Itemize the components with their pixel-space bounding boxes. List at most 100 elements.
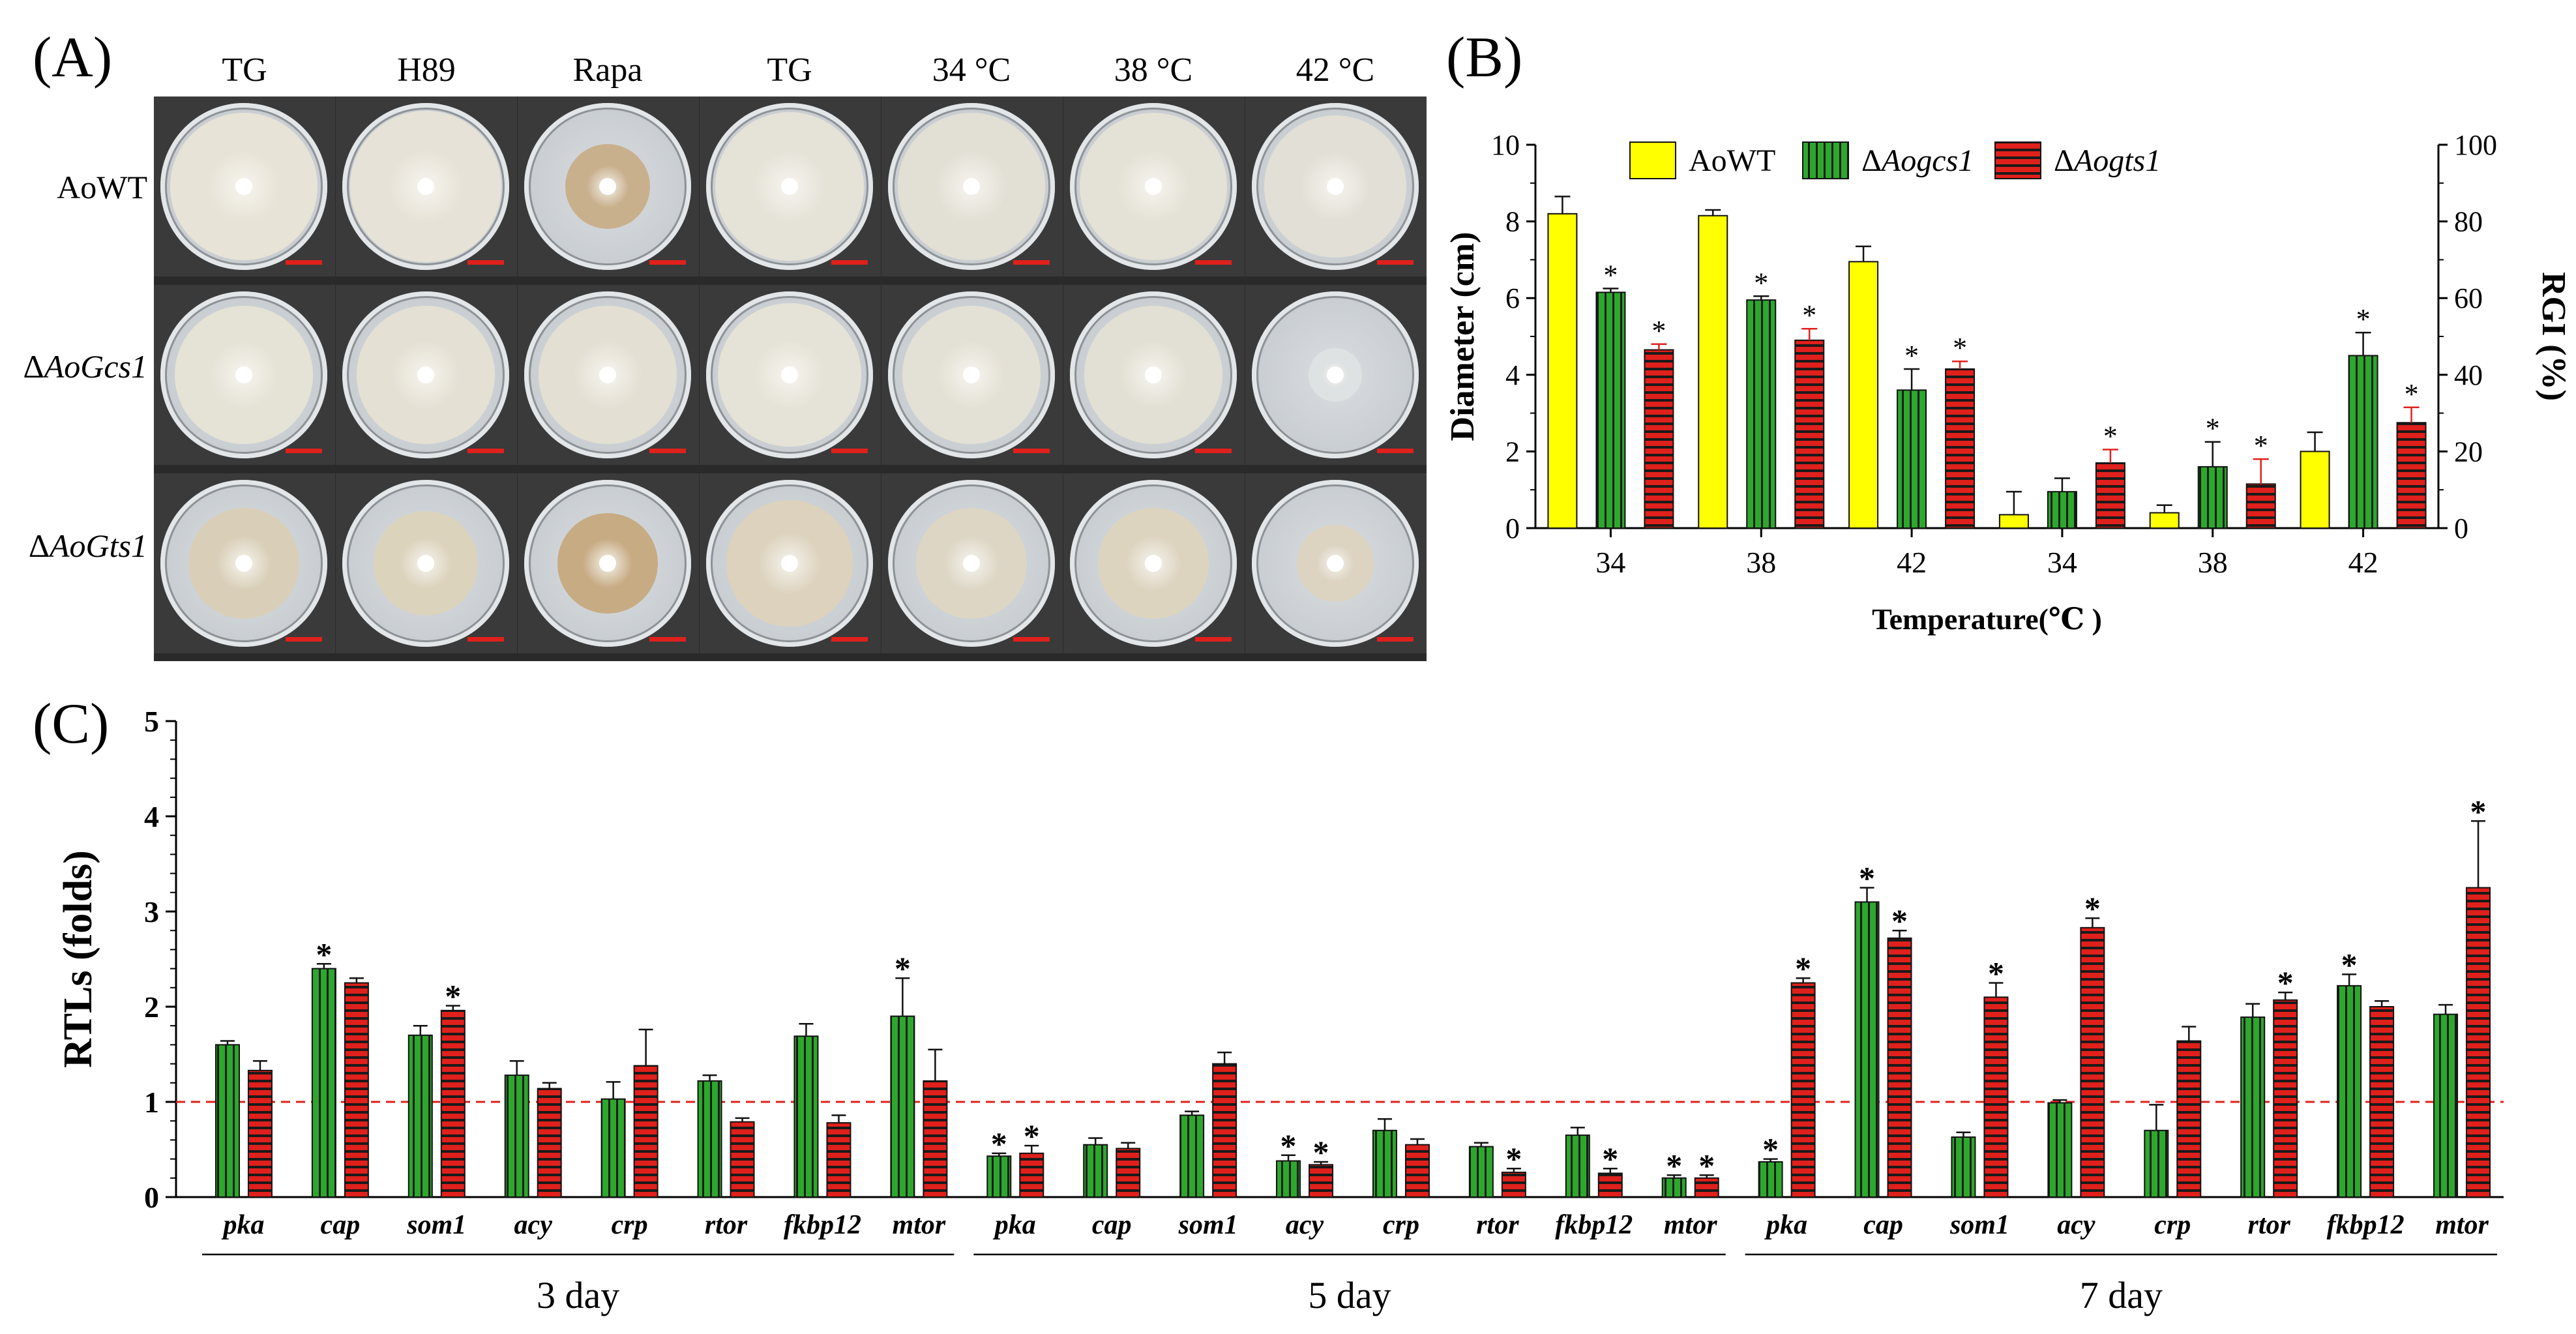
petri-dish [524, 103, 691, 270]
bar [1501, 1172, 1526, 1198]
bar [1897, 389, 1927, 529]
bar [504, 1075, 529, 1198]
culture-plate [336, 285, 517, 465]
inoculum-spot [1327, 555, 1344, 572]
bar [1547, 213, 1578, 529]
bar [1372, 1129, 1397, 1198]
panel-c-label: (C) [33, 692, 110, 756]
y-tick-label: 4 [144, 800, 159, 833]
significance-marker: * [2470, 793, 2487, 829]
significance-marker: * [1698, 1147, 1715, 1183]
bar [1983, 996, 2009, 1198]
significance-marker: * [2277, 964, 2294, 1001]
gene-label: acy [1286, 1210, 1324, 1240]
bar [1746, 299, 1777, 529]
legend-swatch [1802, 141, 1849, 179]
legend-name: Aogts1 [2072, 143, 2161, 178]
row-name: AoGts1 [50, 527, 147, 564]
inoculum-spot [1145, 555, 1162, 572]
y-tick-label: 0 [144, 1181, 159, 1214]
bar [1116, 1148, 1141, 1198]
legend-label: ΔAogcs1 [1861, 143, 1974, 178]
gene-label: mtor [2435, 1210, 2489, 1240]
scale-bar [831, 637, 868, 642]
culture-plate [336, 96, 517, 276]
bar [1694, 1177, 1719, 1198]
gene-label: som1 [406, 1210, 466, 1240]
legend-prefix: Δ [2054, 143, 2074, 178]
culture-plate [336, 473, 517, 653]
scale-bar [1195, 637, 1232, 642]
inoculum-spot [235, 555, 252, 572]
inoculum-spot [599, 178, 616, 195]
x-tick-label: 38 [1746, 546, 1776, 579]
plate-row-header: ΔAoGts1 [0, 527, 147, 565]
y-tick-label: 0 [1505, 512, 1520, 544]
culture-plate [154, 473, 335, 653]
bar [1404, 1144, 1430, 1198]
panel-a-label: (A) [33, 26, 113, 89]
scale-bar [831, 449, 868, 453]
bar [2176, 1040, 2202, 1198]
row-prefix: Δ [28, 527, 50, 564]
bar [1019, 1152, 1044, 1198]
significance-marker: * [1313, 1134, 1329, 1170]
y-tick-label: 1 [144, 1086, 159, 1119]
bar [697, 1080, 722, 1198]
y-right-tick-label: 0 [2454, 512, 2468, 544]
significance-marker: * [1904, 340, 1919, 372]
plate-row-header: AoWT [0, 168, 147, 206]
bar [2337, 985, 2362, 1198]
scale-bar [1013, 637, 1050, 642]
significance-marker: * [1666, 1147, 1682, 1183]
scale-bar [286, 260, 322, 265]
legend-label: AoWT [1689, 143, 1775, 178]
y-tick-label: 5 [144, 705, 159, 738]
significance-marker: * [1651, 315, 1666, 347]
significance-marker: * [2103, 420, 2118, 452]
bar [1468, 1146, 1494, 1198]
inoculum-spot [1145, 366, 1162, 383]
inoculum-spot [781, 178, 798, 195]
y-tick-label: 4 [1505, 359, 1520, 391]
significance-marker: * [316, 936, 332, 972]
inoculum-spot [963, 366, 980, 383]
bar [537, 1088, 562, 1198]
significance-marker: * [1988, 955, 2004, 992]
gene-label: crp [612, 1210, 648, 1240]
culture-plate [881, 96, 1063, 276]
significance-marker: * [2206, 413, 2220, 445]
significance-marker: * [1505, 1140, 1522, 1177]
bar [600, 1098, 626, 1198]
inoculum-spot [963, 178, 980, 195]
gene-label: pka [221, 1210, 264, 1240]
culture-plate [1063, 96, 1245, 276]
significance-marker: * [1953, 332, 1967, 364]
plate-row-header: ΔAoGcs1 [0, 348, 147, 385]
bar [1698, 215, 1728, 529]
petri-dish [706, 291, 873, 458]
significance-marker: * [1802, 299, 1816, 331]
bar [2273, 999, 2298, 1198]
significance-marker: * [1281, 1127, 1297, 1164]
gene-label: rtor [2248, 1210, 2291, 1240]
relative-transcript-chart: 0 1 2 3 4 5 RTLs (folds) pka * cap * som1 acy crp rtor… [56, 705, 2504, 1316]
y-tick-label: 8 [1505, 206, 1520, 238]
bar [2149, 512, 2180, 529]
gene-label: fkbp12 [1555, 1210, 1633, 1240]
bar [986, 1155, 1012, 1198]
significance-marker: * [2405, 378, 2419, 410]
petri-dish [888, 480, 1055, 647]
x-tick-label: 38 [2198, 546, 2228, 579]
bar [1565, 1134, 1590, 1198]
y-axis-title: Diameter (cm) [1444, 232, 1481, 441]
significance-marker: * [2341, 946, 2358, 983]
legend-prefix: Δ [1861, 143, 1882, 178]
bar [1083, 1144, 1108, 1198]
bar [215, 1044, 240, 1198]
bar [1998, 514, 2029, 529]
gene-label: acy [2057, 1210, 2095, 1240]
scale-bar [467, 449, 504, 453]
bar [2080, 926, 2105, 1198]
